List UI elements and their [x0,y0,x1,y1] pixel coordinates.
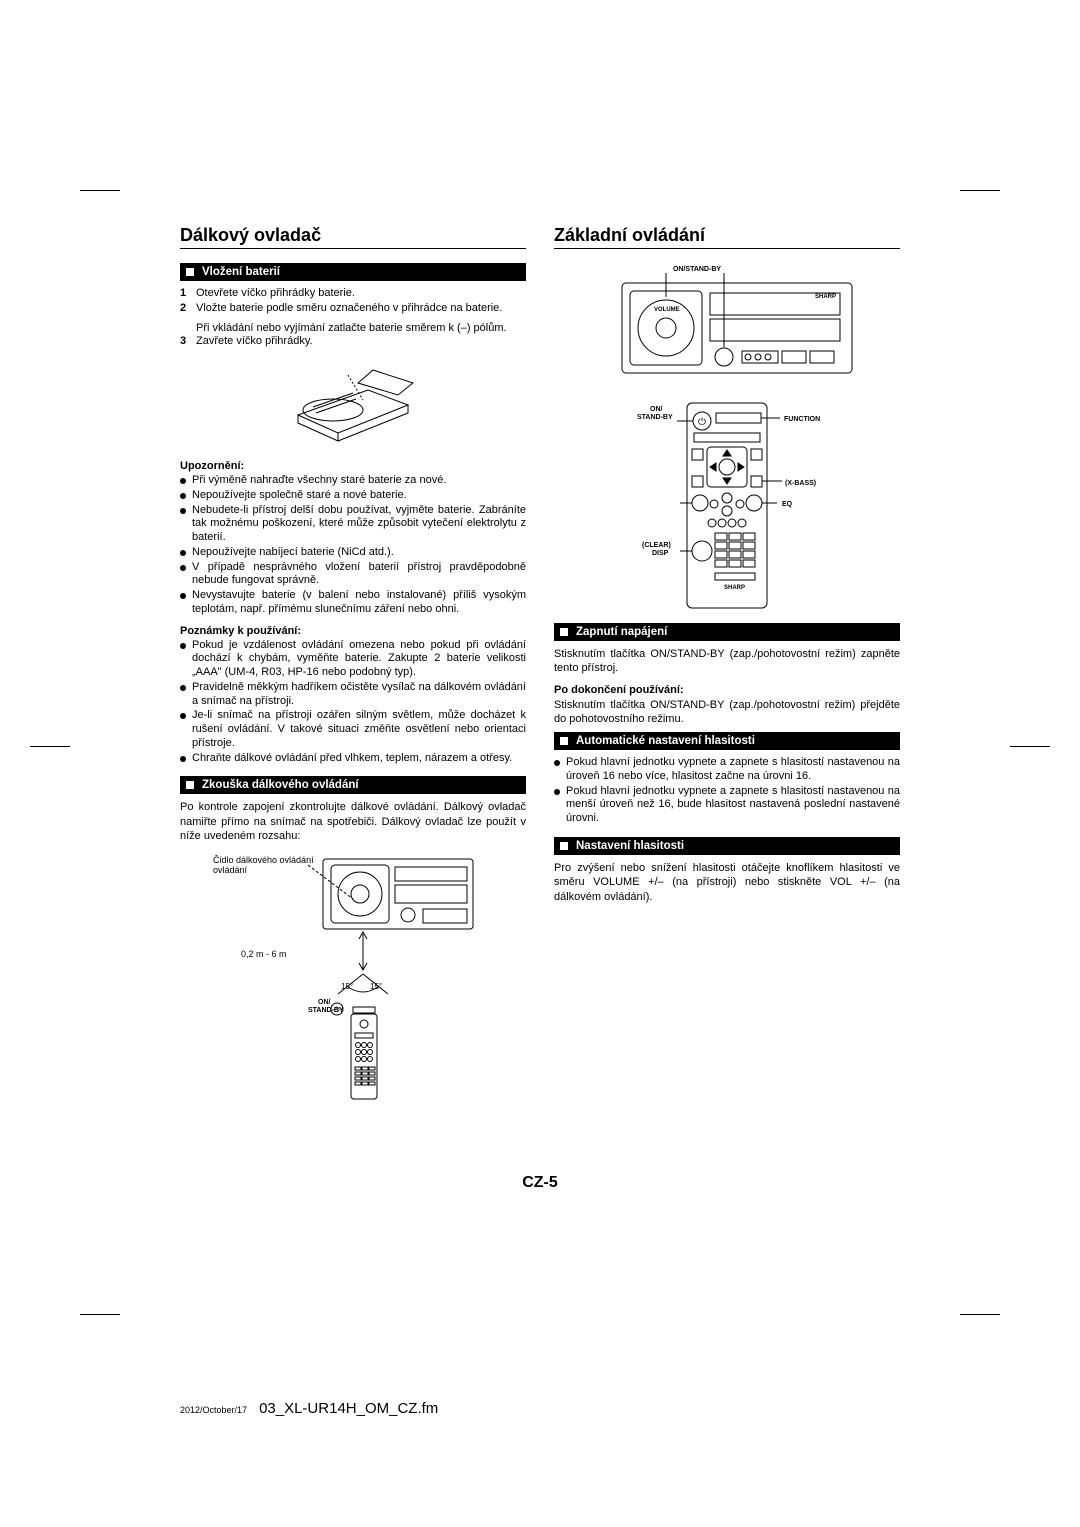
notes-label: Poznámky k používání: [180,625,526,637]
fig-range-label: 0,2 m - 6 m [241,949,287,959]
bullet-icon [554,789,560,795]
section-title: Zkouška dálkového ovládání [202,779,359,791]
remote-range-figure: ⏻ Čidlo dálkového ovládání ovládání 0,2 … [180,849,526,1124]
label-brand: SHARP [724,585,745,591]
bullet-icon [180,643,186,649]
svg-text:⏻: ⏻ [698,417,706,428]
battery-steps-cont: 3 Zavřete víčko přihrádky. [180,335,526,349]
square-icon [186,781,194,789]
left-heading: Dálkový ovladač [180,225,526,249]
bullet-text: Při výměně nahraďte všechny staré bateri… [192,474,526,488]
step-num: 3 [180,335,190,349]
test-paragraph: Po kontrole zapojení zkontrolujte dálkov… [180,800,526,843]
bullet-text: Pokud hlavní jednotku vypnete a zapnete … [566,785,900,826]
label-volume: VOLUME [654,307,680,313]
notes-list: Pokud je vzdálenost ovládání omezena neb… [180,639,526,766]
volume-text: Pro zvýšení nebo snížení hlasitosti otáč… [554,861,900,904]
battery-steps: 1 Otevřete víčko přihrádky baterie. 2 Vlož… [180,287,526,316]
bullet-icon [554,760,560,766]
left-column: Dálkový ovladač Vložení baterií 1 Otevřet… [180,225,526,1134]
battery-drawing-icon [278,355,428,450]
section-vlozeni: Vložení baterií [180,263,526,281]
label-onstandby: ON/ [650,406,663,413]
step-text: Otevřete víčko přihrádky baterie. [196,287,526,301]
bullet-icon [180,713,186,719]
right-heading: Základní ovládání [554,225,900,249]
footer-date: 2012/October/17 [180,1405,247,1415]
step-text: Vložte baterie podle směru označeného v … [196,302,526,316]
bullet-icon [180,593,186,599]
square-icon [186,268,194,276]
battery-figure [180,355,526,450]
after-use-text: Stisknutím tlačítka ON/STAND-BY (zap./po… [554,698,900,727]
section-zapnuti: Zapnutí napájení [554,623,900,641]
step-num: 2 [180,302,190,316]
step-num: 1 [180,287,190,301]
section-title: Zapnutí napájení [576,626,667,638]
crop-mark [80,190,120,191]
label-brand: SHARP [815,294,836,300]
bullet-icon [180,565,186,571]
footer-file: 03_XL-UR14H_OM_CZ.fm [259,1400,438,1417]
device-figure: ON/STAND-BY VOLUME ⏻ [554,263,900,613]
fig-sensor-label: Čidlo dálkového ovládání [213,855,314,865]
bullet-text: Pokud hlavní jednotku vypnete a zapnete … [566,756,900,784]
svg-text:STAND-BY: STAND-BY [308,1007,344,1014]
page-number: CZ-5 [180,1174,900,1192]
bullet-text: Je-li snímač na přístroji ozářen silným … [192,709,526,750]
page-columns: Dálkový ovladač Vložení baterií 1 Otevřet… [180,225,900,1134]
label-onstandby: ON/STAND-BY [673,266,721,273]
bullet-icon [180,756,186,762]
bullet-text: Nebudete-li přístroj delší dobu používat… [192,504,526,545]
section-title: Nastavení hlasitosti [576,840,684,852]
label-xbass: (X-BASS) [785,480,816,487]
after-use-label: Po dokončení používání: [554,684,900,696]
bullet-text: V případě nesprávného vložení baterií př… [192,561,526,589]
fig-standby-label: ON/ [318,999,331,1006]
svg-text:DISP: DISP [652,550,669,557]
section-title: Vložení baterií [202,266,280,278]
auto-volume-list: Pokud hlavní jednotku vypnete a zapnete … [554,756,900,826]
square-icon [560,737,568,745]
warning-label: Upozornění: [180,460,526,472]
device-drawing-icon: ON/STAND-BY VOLUME ⏻ [572,263,882,613]
power-on-text: Stisknutím tlačítka ON/STAND-BY (zap./po… [554,647,900,676]
square-icon [560,628,568,636]
section-volume: Nastavení hlasitosti [554,837,900,855]
bullet-icon [180,550,186,556]
label-eq: EQ [782,501,793,508]
bullet-icon [180,493,186,499]
footer: 2012/October/17 03_XL-UR14H_OM_CZ.fm [180,1400,438,1417]
section-title: Automatické nastavení hlasitosti [576,735,755,747]
svg-text:ovládání: ovládání [213,865,248,875]
crop-mark [80,1314,120,1315]
fig-angle-label: 15° [370,982,382,991]
crop-mark [1010,746,1050,747]
svg-text:STAND-BY: STAND-BY [637,414,673,421]
label-function: FUNCTION [784,416,820,423]
bullet-text: Nepoužívejte společně staré a nové bater… [192,489,526,503]
bullet-text: Nepoužívejte nabíjecí baterie (NiCd atd.… [192,546,526,560]
right-column: Základní ovládání [554,225,900,1134]
label-clear: (CLEAR) [642,542,671,549]
crop-mark [960,1314,1000,1315]
crop-mark [30,746,70,747]
bullet-icon [180,685,186,691]
warning-list: Při výměně nahraďte všechny staré bateri… [180,474,526,617]
bullet-icon [180,508,186,514]
fig-angle-label: 15° [341,982,353,991]
section-auto-volume: Automatické nastavení hlasitosti [554,732,900,750]
bullet-text: Chraňte dálkové ovládání před vlhkem, te… [192,752,526,766]
step-subtext: Při vkládání nebo vyjímání zatlačte bate… [196,322,526,336]
bullet-icon [180,478,186,484]
step-text: Zavřete víčko přihrádky. [196,335,526,349]
bullet-text: Nevystavujte baterie (v balení nebo inst… [192,589,526,617]
square-icon [560,842,568,850]
remote-range-drawing-icon: ⏻ Čidlo dálkového ovládání ovládání 0,2 … [213,849,493,1119]
bullet-text: Pravidelně měkkým hadříkem očistěte vysí… [192,681,526,709]
section-zkouska: Zkouška dálkového ovládání [180,776,526,794]
crop-mark [960,190,1000,191]
bullet-text: Pokud je vzdálenost ovládání omezena neb… [192,639,526,680]
